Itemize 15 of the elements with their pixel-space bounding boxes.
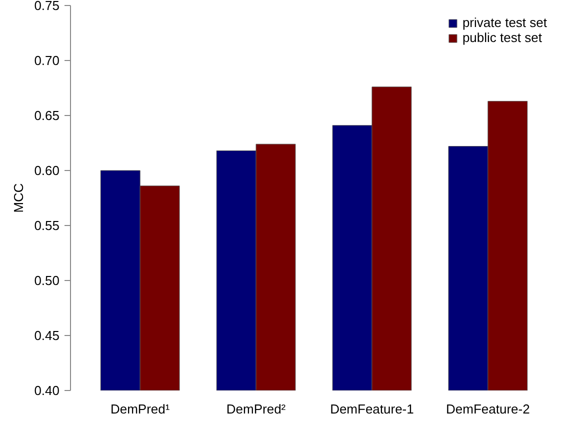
y-tick-label: 0.45 [34, 328, 60, 343]
x-tick-label: DemPred² [226, 402, 286, 416]
legend-label: private test set [462, 15, 547, 30]
y-tick-label: 0.70 [34, 53, 60, 68]
y-tick-label: 0.50 [34, 273, 60, 288]
y-tick-label: 0.60 [34, 163, 60, 178]
x-tick-label: DemFeature-1 [330, 402, 414, 416]
y-axis-title: MCC [11, 183, 26, 213]
y-tick-label: 0.55 [34, 218, 60, 233]
x-tick-label: DemFeature-2 [446, 402, 530, 416]
y-tick-label: 0.65 [34, 108, 60, 123]
x-tick-label: DemPred¹ [110, 402, 170, 416]
y-tick-label: 0.75 [34, 0, 60, 13]
y-tick-label: 0.40 [34, 383, 60, 398]
legend-label: public test set [462, 30, 542, 45]
